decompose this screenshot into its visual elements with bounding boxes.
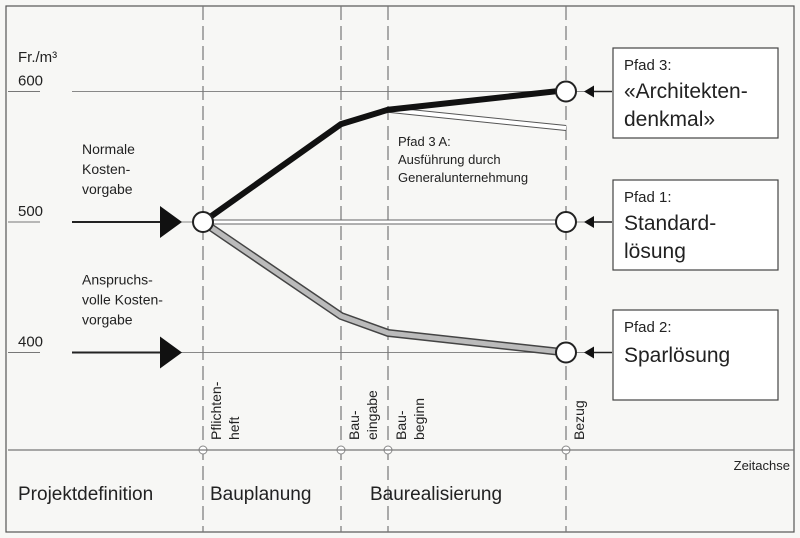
box-arrow-head	[584, 216, 594, 228]
phase-label: Projektdefinition	[18, 484, 153, 505]
path-box-title: Pfad 1:	[624, 189, 672, 206]
input-arrow-head	[160, 206, 182, 238]
milestone-label-cont: eingabe	[364, 390, 380, 440]
phase-label: Baurealisierung	[370, 484, 502, 505]
time-axis-label: Zeitachse	[734, 458, 790, 473]
input-label: vorgabe	[82, 312, 133, 328]
annotation-pfad-3a: Pfad 3 A:	[398, 134, 451, 149]
box-arrow-head	[584, 346, 594, 359]
y-axis-label: Fr./m³	[18, 49, 57, 66]
path-box-text: denkmal»	[624, 108, 715, 131]
phase-label: Bauplanung	[210, 484, 311, 505]
input-label: Kosten-	[82, 161, 131, 177]
milestone-label: Pflichten-	[208, 381, 224, 440]
milestone-label: Bezug	[571, 400, 587, 440]
annotation-pfad-3a: Generalunternehmung	[398, 170, 528, 185]
y-tick-label: 400	[18, 334, 43, 351]
path-box-title: Pfad 3:	[624, 57, 672, 74]
path-box-text: lösung	[624, 240, 686, 263]
end-node	[555, 211, 577, 233]
path-box	[612, 179, 779, 271]
input-label: vorgabe	[82, 181, 133, 197]
milestone-label: Bau-	[346, 410, 362, 440]
start-node	[192, 211, 214, 233]
y-tick-label: 600	[18, 73, 43, 90]
input-arrow-head	[160, 336, 182, 369]
box-arrow-head	[584, 85, 594, 98]
series-pfad-3a	[387, 107, 567, 131]
input-label: Normale	[82, 141, 135, 157]
path-box	[612, 47, 779, 139]
series-pfad-2	[201, 219, 567, 355]
annotation-pfad-3a: Ausführung durch	[398, 152, 501, 167]
path-box-text: Standard-	[624, 212, 716, 235]
y-tick-label: 500	[18, 203, 43, 220]
path-box	[612, 309, 779, 401]
input-label: volle Kosten-	[82, 292, 163, 308]
end-node	[555, 341, 577, 364]
milestone-label: Bau-	[393, 410, 409, 440]
milestone-label-cont: beginn	[411, 398, 427, 440]
series-pfad-3	[201, 87, 567, 225]
input-label: Anspruchs-	[82, 272, 153, 288]
milestone-label-cont: heft	[226, 417, 242, 440]
path-box-text: Sparlösung	[624, 344, 730, 367]
path-box-text: «Architekten-	[624, 80, 748, 103]
end-node	[555, 80, 577, 103]
path-box-title: Pfad 2:	[624, 319, 672, 336]
outer-border	[5, 5, 795, 533]
